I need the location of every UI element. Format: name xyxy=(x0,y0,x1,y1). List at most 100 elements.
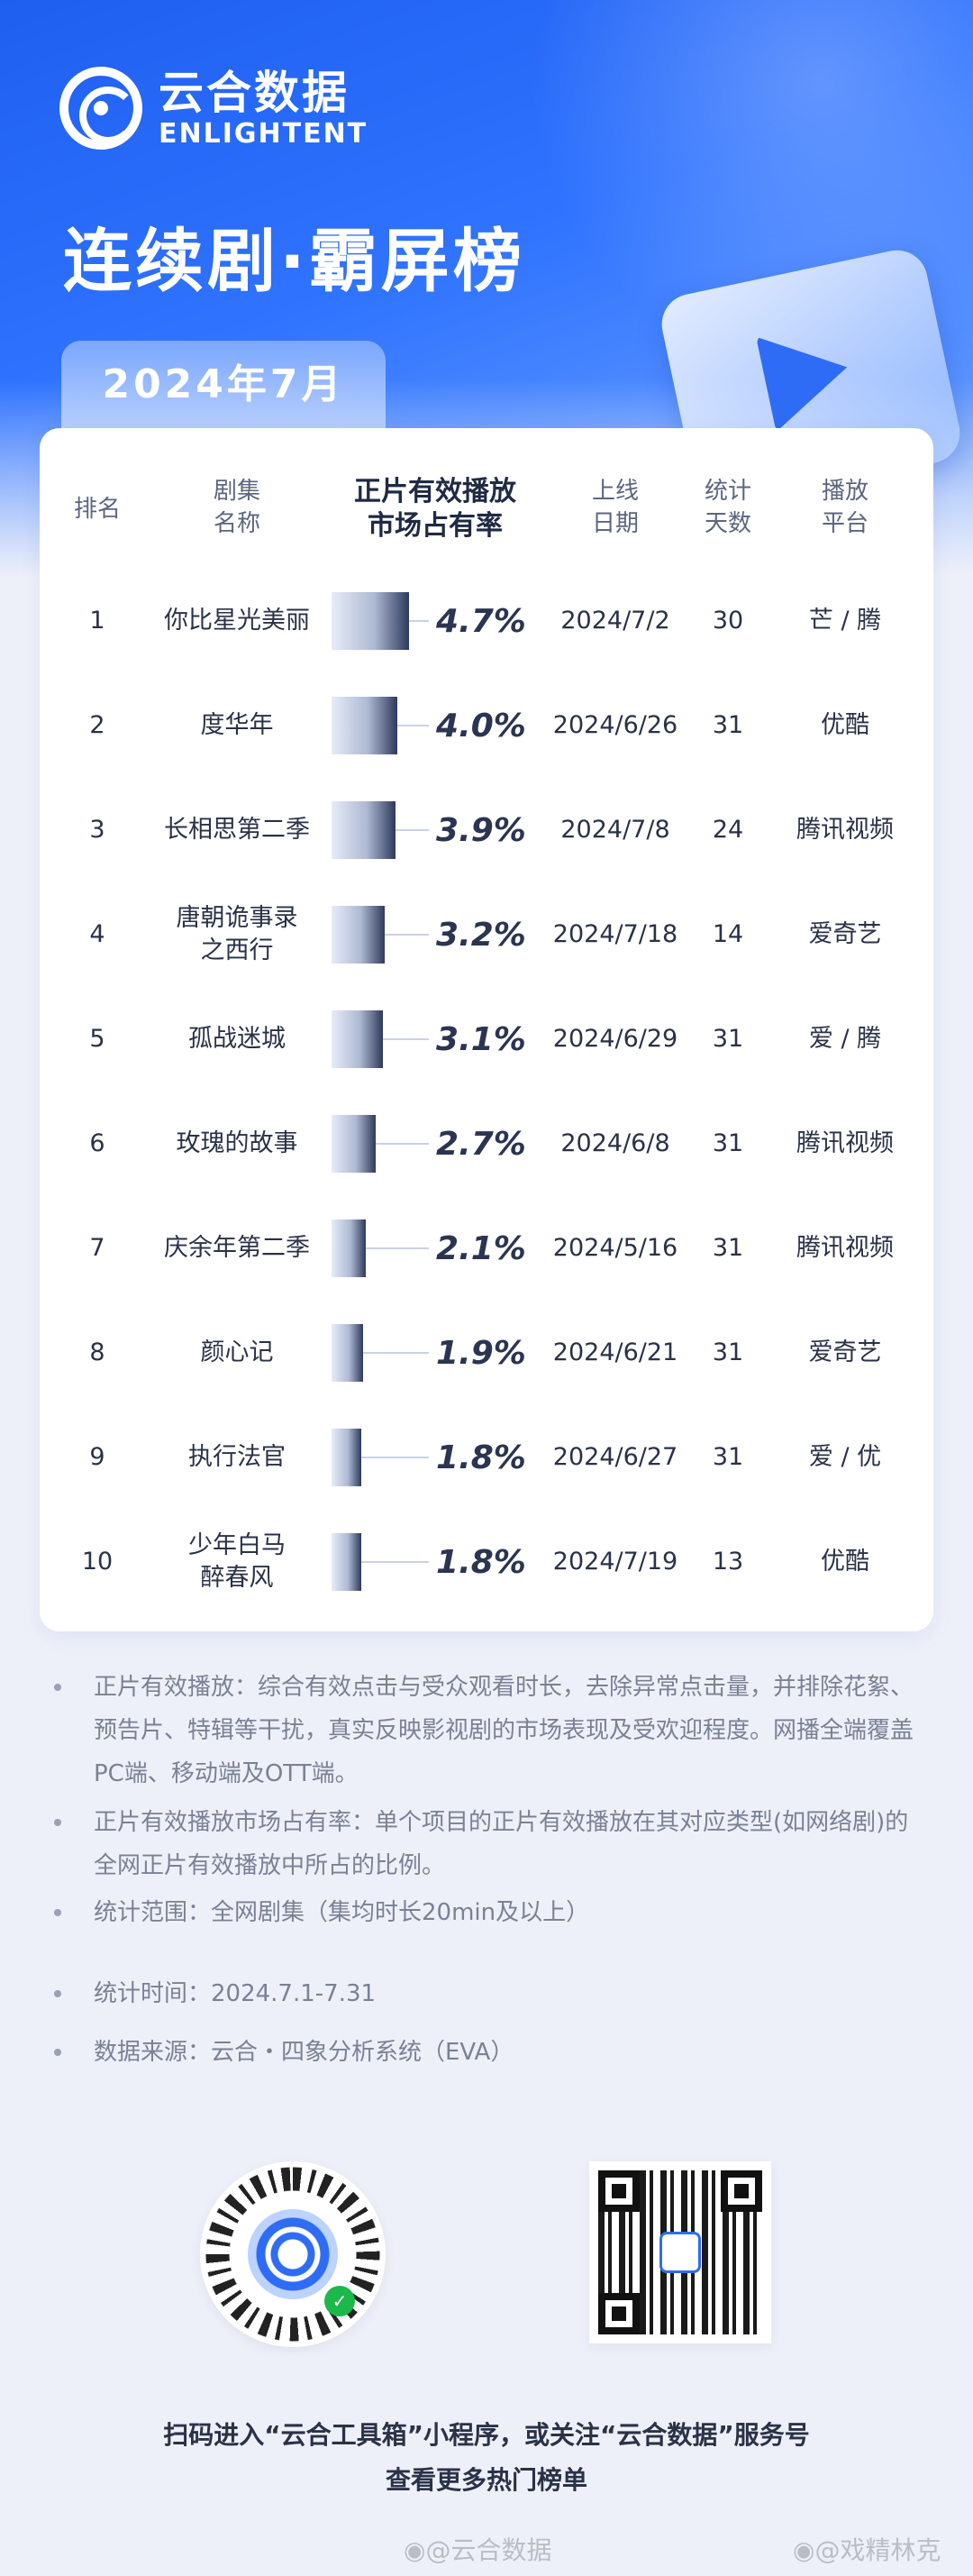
share-value: 1.8% xyxy=(436,1543,526,1581)
platform-cell: 优酷 xyxy=(821,1548,869,1576)
share-value: 3.1% xyxy=(436,1020,526,1058)
weibo-watermark-right: ◉@戏精林克 xyxy=(793,2535,941,2565)
share-bar xyxy=(332,1324,363,1382)
share-bar-leader xyxy=(396,829,429,831)
table-row: 3 长相思第二季 3.9% 2024/7/8 24 腾讯视频 xyxy=(40,778,933,882)
platform-cell: 爱奇艺 xyxy=(808,1338,882,1366)
share-bar xyxy=(332,592,409,650)
share-bar xyxy=(332,1010,383,1068)
share-value: 2.7% xyxy=(436,1125,526,1163)
release-date-cell: 2024/7/2 xyxy=(560,607,670,635)
table-header: 排名 剧集 名称 正片有效播放 市场占有率 上线 日期 统计 天数 播放 平台 xyxy=(40,475,933,547)
rank-cell: 6 xyxy=(89,1129,105,1157)
share-bar-leader xyxy=(409,620,429,622)
rank-cell: 3 xyxy=(89,816,105,844)
period-tab: 2024年7月 xyxy=(61,341,386,431)
share-bar xyxy=(332,1219,366,1277)
share-bar-area xyxy=(332,697,431,754)
platform-cell: 芒 / 腾 xyxy=(808,607,882,635)
table-row: 6 玫瑰的故事 2.7% 2024/6/8 31 腾讯视频 xyxy=(40,1092,933,1196)
weibo-icon: ◉ xyxy=(793,2535,815,2565)
share-value: 1.9% xyxy=(436,1334,526,1372)
share-bar xyxy=(332,801,396,859)
share-bar-area xyxy=(332,906,431,964)
enlightent-logo-icon xyxy=(59,67,142,150)
platform-cell: 爱 / 优 xyxy=(808,1443,882,1471)
drama-name-cell: 孤战迷城 xyxy=(188,1025,286,1053)
brand-name-en: ENLIGHTENT xyxy=(159,118,368,150)
table-row: 8 颜心记 1.9% 2024/6/21 31 爱奇艺 xyxy=(40,1301,933,1405)
header-date: 上线 日期 xyxy=(591,478,639,537)
share-bar-area xyxy=(332,1429,431,1486)
platform-cell: 腾讯视频 xyxy=(796,1129,894,1157)
drama-name-cell: 玫瑰的故事 xyxy=(176,1129,298,1157)
table-row: 10 少年白马 醉春风 1.8% 2024/7/19 13 优酷 xyxy=(40,1510,933,1614)
drama-name-cell: 你比星光美丽 xyxy=(164,607,310,635)
drama-name-cell: 执行法官 xyxy=(188,1443,286,1471)
share-bar-leader xyxy=(361,1561,429,1563)
bullet-icon xyxy=(54,1990,61,1997)
share-bar-area xyxy=(332,1533,431,1591)
days-cell: 14 xyxy=(712,920,744,948)
note-text: 统计范围：全网剧集（集均时长20min及以上） xyxy=(94,1899,590,1926)
table-row: 4 唐朝诡事录 之西行 3.2% 2024/7/18 14 爱奇艺 xyxy=(40,882,933,987)
weibo-icon: ◉ xyxy=(404,2535,426,2565)
note-item: 数据来源：云合・四象分析系统（EVA） xyxy=(47,2031,930,2074)
table-row: 9 执行法官 1.8% 2024/6/27 31 爱 / 优 xyxy=(40,1405,933,1510)
share-value: 2.1% xyxy=(436,1229,526,1267)
header-rank: 排名 xyxy=(73,496,121,523)
platform-cell: 腾讯视频 xyxy=(796,816,894,844)
release-date-cell: 2024/6/26 xyxy=(552,711,678,739)
note-text: 正片有效播放：综合有效点击与受众观看时长，去除异常点击量，并排除花絮、预告片、特… xyxy=(94,1674,914,1787)
note-item: 统计时间：2024.7.1-7.31 xyxy=(47,1972,930,2015)
table-row: 1 你比星光美丽 4.7% 2024/7/2 30 芒 / 腾 xyxy=(40,569,933,673)
share-bar xyxy=(332,1429,361,1486)
drama-name-cell: 少年白马 醉春风 xyxy=(188,1531,286,1592)
page-title: 连续剧·霸屏榜 xyxy=(63,221,525,301)
bullet-icon xyxy=(54,1909,61,1916)
days-cell: 31 xyxy=(712,711,744,739)
drama-name-cell: 长相思第二季 xyxy=(164,816,310,844)
share-bar-area xyxy=(332,1324,431,1382)
bullet-icon xyxy=(54,1819,61,1826)
share-bar xyxy=(332,1533,361,1591)
platform-cell: 优酷 xyxy=(821,711,869,739)
share-bar xyxy=(332,1115,376,1173)
drama-name-cell: 颜心记 xyxy=(200,1338,274,1366)
share-bar-leader xyxy=(376,1143,429,1145)
share-bar-area xyxy=(332,592,431,650)
platform-cell: 腾讯视频 xyxy=(796,1234,894,1262)
note-text: 统计时间：2024.7.1-7.31 xyxy=(94,1980,377,2007)
service-account-qr-icon[interactable] xyxy=(589,2161,771,2343)
share-value: 1.8% xyxy=(436,1439,526,1476)
share-value: 3.9% xyxy=(436,811,526,849)
rank-cell: 2 xyxy=(89,711,105,739)
rank-cell: 7 xyxy=(89,1234,105,1262)
note-text: 正片有效播放市场占有率：单个项目的正片有效播放在其对应类型(如网络剧)的全网正片… xyxy=(94,1809,909,1879)
bullet-icon xyxy=(54,2049,61,2056)
drama-name-cell: 度华年 xyxy=(200,711,274,739)
share-value: 4.7% xyxy=(436,602,526,640)
header-name: 剧集 名称 xyxy=(213,478,260,537)
table-row: 7 庆余年第二季 2.1% 2024/5/16 31 腾讯视频 xyxy=(40,1196,933,1301)
brand-name-cn: 云合数据 xyxy=(159,67,350,119)
rank-cell: 9 xyxy=(89,1443,105,1471)
ranking-table: 排名 剧集 名称 正片有效播放 市场占有率 上线 日期 统计 天数 播放 平台 … xyxy=(40,428,933,1631)
share-bar-leader xyxy=(397,725,429,726)
days-cell: 31 xyxy=(712,1443,744,1471)
rank-cell: 4 xyxy=(89,920,105,948)
share-bar-leader xyxy=(366,1247,429,1249)
days-cell: 13 xyxy=(712,1548,744,1576)
mini-program-qr-icon[interactable]: ✓ xyxy=(200,2161,386,2347)
header-days: 统计 天数 xyxy=(704,478,751,537)
share-bar-area xyxy=(332,1219,431,1277)
rank-cell: 5 xyxy=(89,1025,105,1053)
share-value: 3.2% xyxy=(436,916,526,954)
days-cell: 31 xyxy=(712,1234,744,1262)
release-date-cell: 2024/6/21 xyxy=(552,1338,678,1366)
platform-cell: 爱 / 腾 xyxy=(808,1025,882,1053)
share-bar-leader xyxy=(363,1352,429,1354)
table-row: 2 度华年 4.0% 2024/6/26 31 优酷 xyxy=(40,673,933,778)
share-bar-leader xyxy=(385,934,429,936)
release-date-cell: 2024/7/18 xyxy=(552,920,678,948)
